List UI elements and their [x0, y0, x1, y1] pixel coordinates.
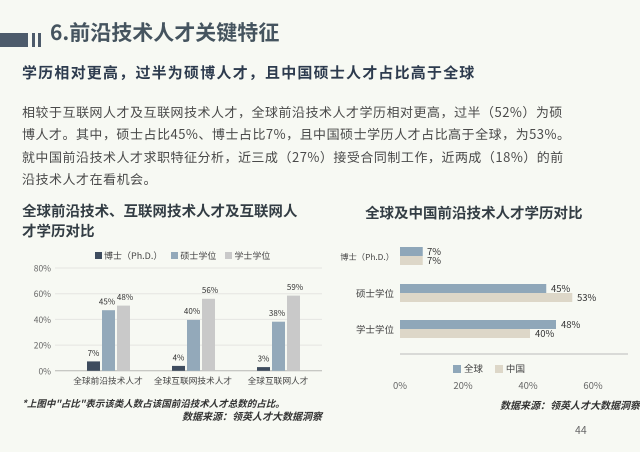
svg-text:40%: 40%: [518, 378, 538, 392]
svg-text:中国: 中国: [506, 361, 525, 375]
svg-text:0%: 0%: [393, 378, 407, 392]
svg-text:45%: 45%: [551, 281, 571, 295]
svg-text:全球: 全球: [464, 361, 484, 375]
svg-text:硕士学位: 硕士学位: [356, 286, 395, 300]
svg-text:7%: 7%: [427, 253, 441, 267]
svg-text:学士学位: 学士学位: [356, 322, 395, 336]
svg-text:53%: 53%: [577, 290, 597, 304]
svg-text:20%: 20%: [453, 378, 473, 392]
svg-text:60%: 60%: [583, 378, 603, 392]
svg-text:博士（Ph.D.）: 博士（Ph.D.）: [340, 251, 394, 263]
svg-text:48%: 48%: [561, 317, 581, 331]
svg-text:40%: 40%: [535, 326, 555, 340]
